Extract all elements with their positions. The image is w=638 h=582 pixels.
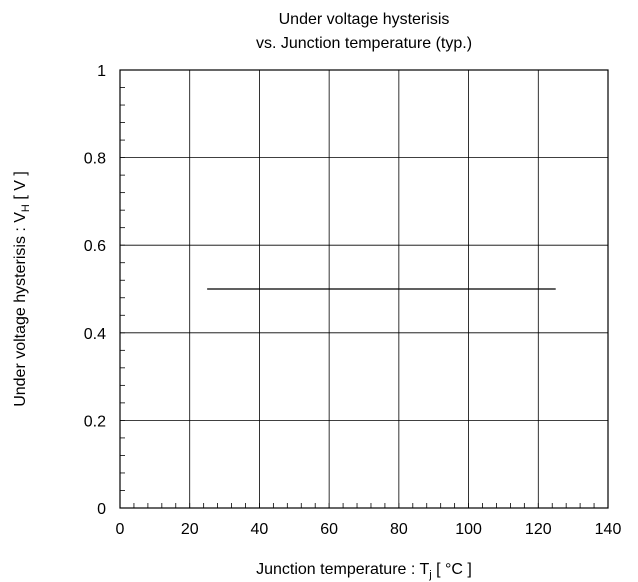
x-tick-label: 120 bbox=[525, 521, 552, 538]
x-axis-label: Junction temperature : Tj [ °C ] bbox=[256, 561, 472, 581]
y-tick-label: 0.4 bbox=[84, 326, 106, 343]
plot-frame bbox=[119, 69, 609, 509]
chart-title: Under voltage hysterisis bbox=[279, 11, 450, 28]
y-tick-label: 0 bbox=[97, 501, 106, 518]
x-tick-label: 20 bbox=[181, 521, 199, 538]
y-tick-label: 0.8 bbox=[84, 151, 106, 168]
x-tick-label: 40 bbox=[251, 521, 269, 538]
y-axis-label-suffix: [ V ] bbox=[12, 171, 29, 204]
y-axis-label: Under voltage hysterisis : VH [ V ] bbox=[12, 171, 32, 407]
x-tick-label: 80 bbox=[390, 521, 408, 538]
x-tick-label: 0 bbox=[116, 521, 125, 538]
y-tick-label: 0.2 bbox=[84, 413, 106, 430]
x-axis-label-sub: j bbox=[428, 569, 431, 581]
x-axis-label-suffix: [ °C ] bbox=[432, 561, 472, 578]
x-tick-label: 100 bbox=[455, 521, 482, 538]
y-tick-labels: 0 0.2 0.4 0.6 0.8 1 bbox=[84, 63, 106, 518]
y-tick-label: 0.6 bbox=[84, 238, 106, 255]
chart-subtitle: vs. Junction temperature (typ.) bbox=[256, 35, 472, 52]
y-axis-label-main: Under voltage hysterisis : V bbox=[12, 212, 29, 407]
y-tick-label: 1 bbox=[97, 63, 106, 80]
x-tick-label: 60 bbox=[320, 521, 338, 538]
x-tick-labels: 0 20 40 60 80 100 120 140 bbox=[116, 521, 622, 538]
y-axis-label-sub: H bbox=[20, 204, 32, 212]
x-axis-label-main: Junction temperature : T bbox=[256, 561, 429, 578]
x-tick-label: 140 bbox=[595, 521, 622, 538]
